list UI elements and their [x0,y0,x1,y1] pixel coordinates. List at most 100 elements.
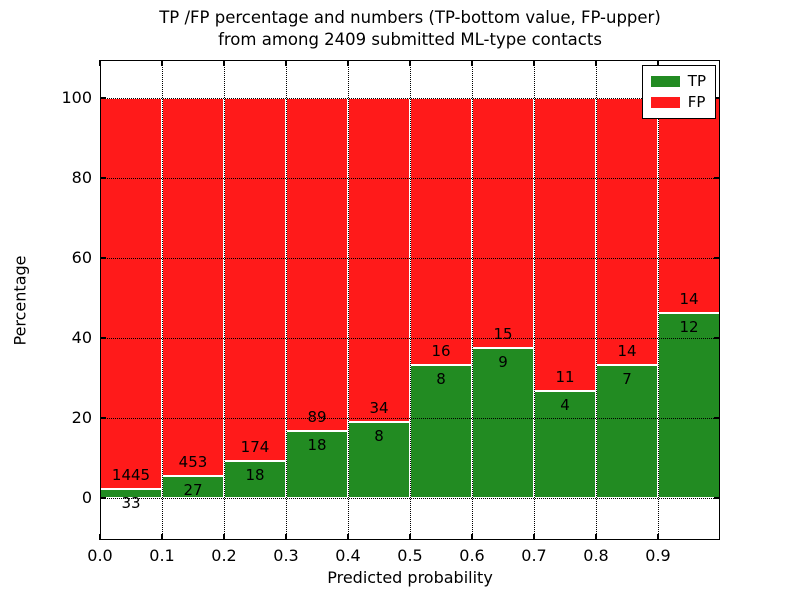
x-tick-label: 0.5 [397,546,423,565]
x-tick-label: 0.6 [459,546,485,565]
x-tick-label: 0.9 [645,546,671,565]
x-tick-mark-top [161,60,163,66]
bar-segment-fp [596,98,658,365]
count-label-tp: 4 [560,396,570,415]
count-label-fp: 453 [178,452,208,471]
y-tick-label: 80 [71,168,92,187]
count-label-fp: 16 [431,341,451,360]
count-label-tp: 12 [679,318,699,337]
legend-entry-fp: FP [650,92,706,113]
legend-swatch-tp [650,76,680,87]
bar-segment-fp [224,98,286,461]
x-tick-mark-bottom [161,534,163,540]
x-axis-label: Predicted probability [327,568,493,587]
y-tick-mark-left [100,257,106,259]
y-tick-mark-right [714,97,720,99]
gridline-vertical [162,60,163,540]
x-tick-label: 0.4 [335,546,361,565]
x-tick-label: 0.1 [149,546,175,565]
x-tick-mark-bottom [409,534,411,540]
x-tick-mark-bottom [99,534,101,540]
y-tick-mark-right [714,497,720,499]
bar-segment-tp [596,364,658,498]
y-tick-label: 60 [71,248,92,267]
count-label-fp: 89 [307,407,327,426]
x-tick-mark-top [347,60,349,66]
bar-segment-fp [100,98,162,490]
y-tick-mark-left [100,337,106,339]
x-tick-mark-bottom [533,534,535,540]
y-tick-label: 0 [81,488,92,507]
bar-segment-tp [410,364,472,498]
count-label-fp: 174 [240,437,270,456]
y-axis-label: Percentage [10,254,30,346]
count-label-fp: 15 [493,325,513,343]
bar-segment-fp [348,98,410,422]
bar-segment-fp [410,98,472,365]
count-label-fp: 14 [617,341,637,360]
x-tick-label: 0.7 [521,546,547,565]
x-tick-mark-top [657,60,659,66]
gridline-vertical [286,60,287,540]
legend-label-tp: TP [687,72,706,90]
gridline-vertical [472,60,473,540]
x-tick-mark-bottom [347,534,349,540]
bar-segment-fp [162,98,224,476]
y-tick-label: 100 [61,88,92,107]
x-tick-mark-bottom [595,534,597,540]
count-label-tp: 7 [622,369,632,388]
chart-title-line-1: TP /FP percentage and numbers (TP-bottom… [159,8,661,27]
legend-label-fp: FP [687,93,706,111]
count-label-fp: 34 [369,398,389,417]
bar-segment-tp [658,313,720,498]
y-tick-mark-left [100,497,106,499]
gridline-vertical [224,60,225,540]
y-tick-mark-left [100,177,106,179]
y-tick-mark-right [714,257,720,259]
x-tick-label: 0.0 [87,546,113,565]
plot-area: 1445 33 453 27 174 18 89 18 34 8 16 8 15 9 11 4 14 7 14 12 … [11,60,720,587]
x-tick-mark-bottom [285,534,287,540]
x-tick-mark-bottom [471,534,473,540]
x-tick-mark-top [533,60,535,66]
legend-entry-tp: TP [650,71,706,92]
x-tick-mark-top [99,60,101,66]
count-label-tp: 9 [498,353,508,371]
gridline-vertical [658,60,659,540]
count-label-tp: 8 [436,369,446,388]
count-label-tp: 18 [307,435,327,454]
bar-segment-fp [472,98,534,348]
count-label-fp: 11 [555,368,575,387]
count-label-fp: 1445 [111,466,151,485]
x-tick-label: 0.3 [273,546,299,565]
bar-segment-fp [534,98,596,392]
y-tick-label: 20 [71,408,92,427]
legend: TP FP [641,65,716,119]
x-tick-mark-bottom [223,534,225,540]
x-tick-mark-bottom [657,534,659,540]
chart-title-line-2: from among 2409 submitted ML-type contac… [218,30,602,49]
count-label-tp: 33 [121,494,141,513]
y-tick-mark-left [100,417,106,419]
x-tick-mark-top [223,60,225,66]
count-label-tp: 27 [183,480,203,499]
gridline-vertical [348,60,349,540]
bar-segment-fp [286,98,348,431]
y-tick-mark-left [100,97,106,99]
x-tick-mark-top [471,60,473,66]
x-tick-mark-top [595,60,597,66]
bar-segment-fp [658,98,720,314]
gridline-vertical [410,60,411,540]
y-tick-label: 40 [71,328,92,347]
count-label-tp: 8 [374,426,384,445]
y-tick-mark-right [714,177,720,179]
x-tick-mark-top [409,60,411,66]
y-tick-mark-right [714,337,720,339]
gridline-vertical [596,60,597,540]
gridline-vertical [534,60,535,540]
y-tick-mark-right [714,417,720,419]
x-tick-label: 0.8 [583,546,609,565]
x-tick-mark-top [285,60,287,66]
bar-segment-tp [534,391,596,498]
